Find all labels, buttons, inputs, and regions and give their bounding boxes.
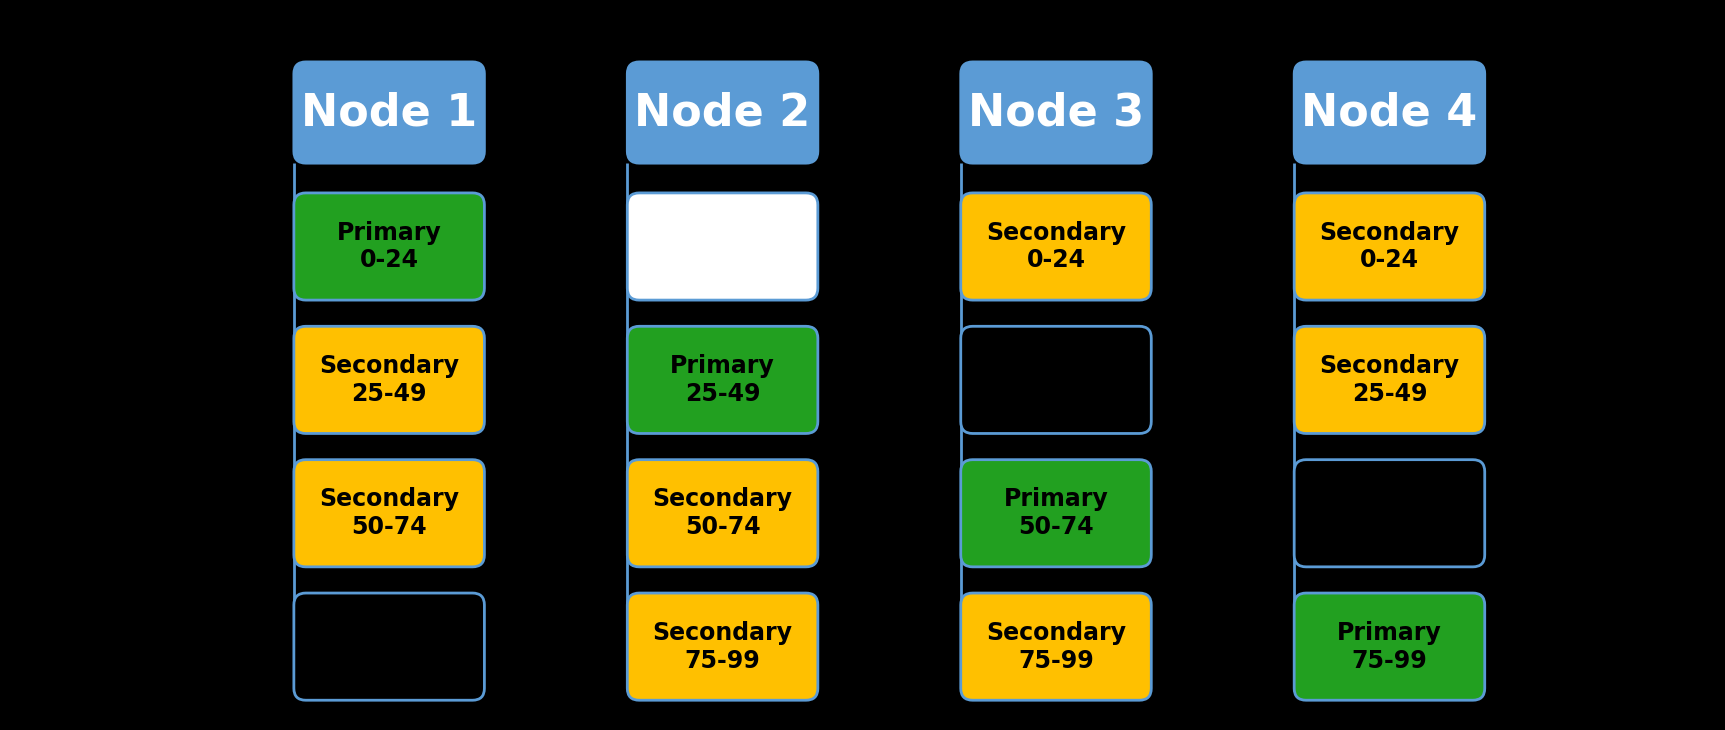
Text: Secondary
0-24: Secondary 0-24 <box>987 220 1126 272</box>
FancyBboxPatch shape <box>628 593 818 700</box>
Text: Node 1: Node 1 <box>300 91 478 134</box>
Text: Node 4: Node 4 <box>1301 91 1478 134</box>
FancyBboxPatch shape <box>1294 460 1485 567</box>
FancyBboxPatch shape <box>1294 593 1485 700</box>
Text: Secondary
50-74: Secondary 50-74 <box>319 488 459 539</box>
Text: Secondary
25-49: Secondary 25-49 <box>319 354 459 406</box>
Text: Secondary
75-99: Secondary 75-99 <box>987 620 1126 672</box>
Text: Secondary
50-74: Secondary 50-74 <box>652 488 792 539</box>
FancyBboxPatch shape <box>1294 62 1485 163</box>
Text: Primary
25-49: Primary 25-49 <box>671 354 775 406</box>
FancyBboxPatch shape <box>1294 326 1485 434</box>
FancyBboxPatch shape <box>961 326 1151 434</box>
FancyBboxPatch shape <box>293 193 485 300</box>
FancyBboxPatch shape <box>293 326 485 434</box>
FancyBboxPatch shape <box>628 193 818 300</box>
Text: Primary
0-24: Primary 0-24 <box>336 220 442 272</box>
FancyBboxPatch shape <box>293 62 485 163</box>
FancyBboxPatch shape <box>628 326 818 434</box>
Text: Node 2: Node 2 <box>635 91 811 134</box>
Text: Primary
75-99: Primary 75-99 <box>1337 620 1442 672</box>
FancyBboxPatch shape <box>961 193 1151 300</box>
Text: Primary
50-74: Primary 50-74 <box>1004 488 1109 539</box>
Text: Secondary
75-99: Secondary 75-99 <box>652 620 792 672</box>
FancyBboxPatch shape <box>961 460 1151 567</box>
FancyBboxPatch shape <box>628 62 818 163</box>
Text: Secondary
25-49: Secondary 25-49 <box>1320 354 1459 406</box>
Text: Secondary
0-24: Secondary 0-24 <box>1320 220 1459 272</box>
Text: Node 3: Node 3 <box>968 91 1144 134</box>
FancyBboxPatch shape <box>293 460 485 567</box>
FancyBboxPatch shape <box>628 460 818 567</box>
FancyBboxPatch shape <box>961 62 1151 163</box>
FancyBboxPatch shape <box>1294 193 1485 300</box>
FancyBboxPatch shape <box>961 593 1151 700</box>
FancyBboxPatch shape <box>293 593 485 700</box>
